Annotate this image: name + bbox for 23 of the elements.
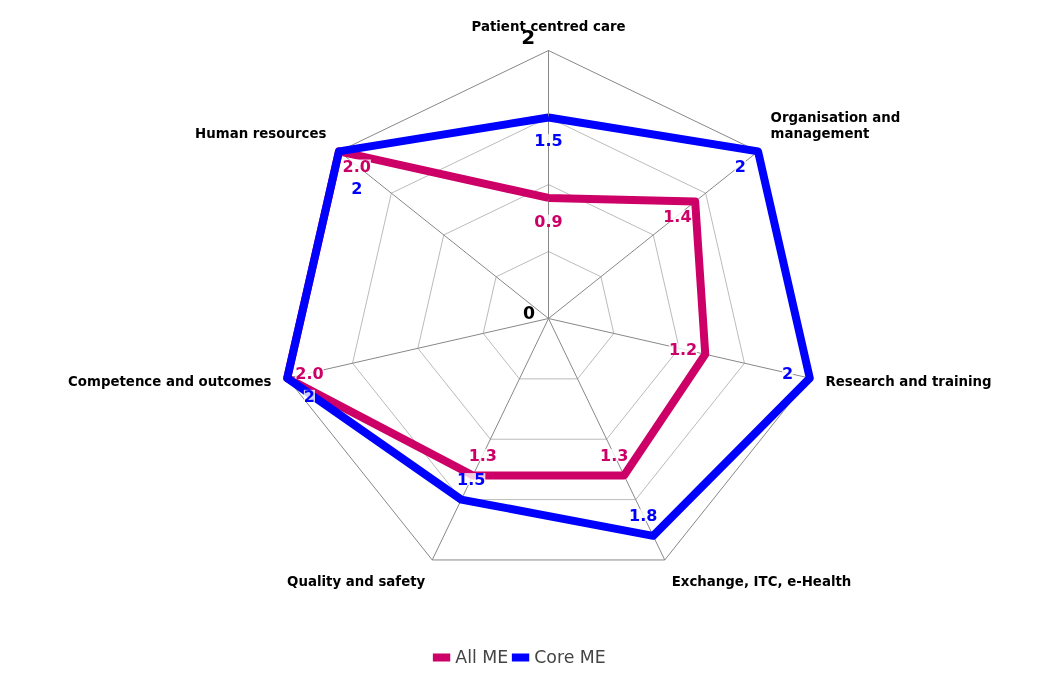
legend-label: All ME — [455, 647, 509, 667]
data-label: 1.3 — [600, 445, 629, 465]
data-label: 1.4 — [663, 206, 692, 226]
data-label: 2 — [303, 386, 315, 406]
data-label: 2 — [734, 156, 746, 176]
spoke-label: Exchange, ITC, e-Health — [671, 574, 852, 590]
data-label: 1.2 — [668, 340, 698, 360]
y-tick-label: 0 — [523, 302, 536, 323]
data-label: 1.5 — [534, 131, 563, 151]
data-label: 2.0 — [342, 156, 371, 176]
data-label: 2 — [351, 179, 363, 199]
spoke-label: Quality and safety — [287, 574, 426, 590]
data-label: 2.0 — [295, 364, 324, 384]
legend-label: Core ME — [534, 647, 606, 667]
data-label: 1.8 — [629, 506, 658, 526]
spoke-label: Competence and outcomes — [68, 374, 272, 390]
data-label: 0.9 — [534, 211, 563, 231]
spoke-label: Research and training — [825, 374, 992, 390]
spoke-label: Organisation and management — [770, 109, 901, 142]
spoke-label: Human resources — [195, 126, 327, 142]
data-label: 1.3 — [468, 445, 497, 465]
data-label: 1.5 — [457, 470, 486, 490]
data-label: 2 — [782, 364, 794, 384]
